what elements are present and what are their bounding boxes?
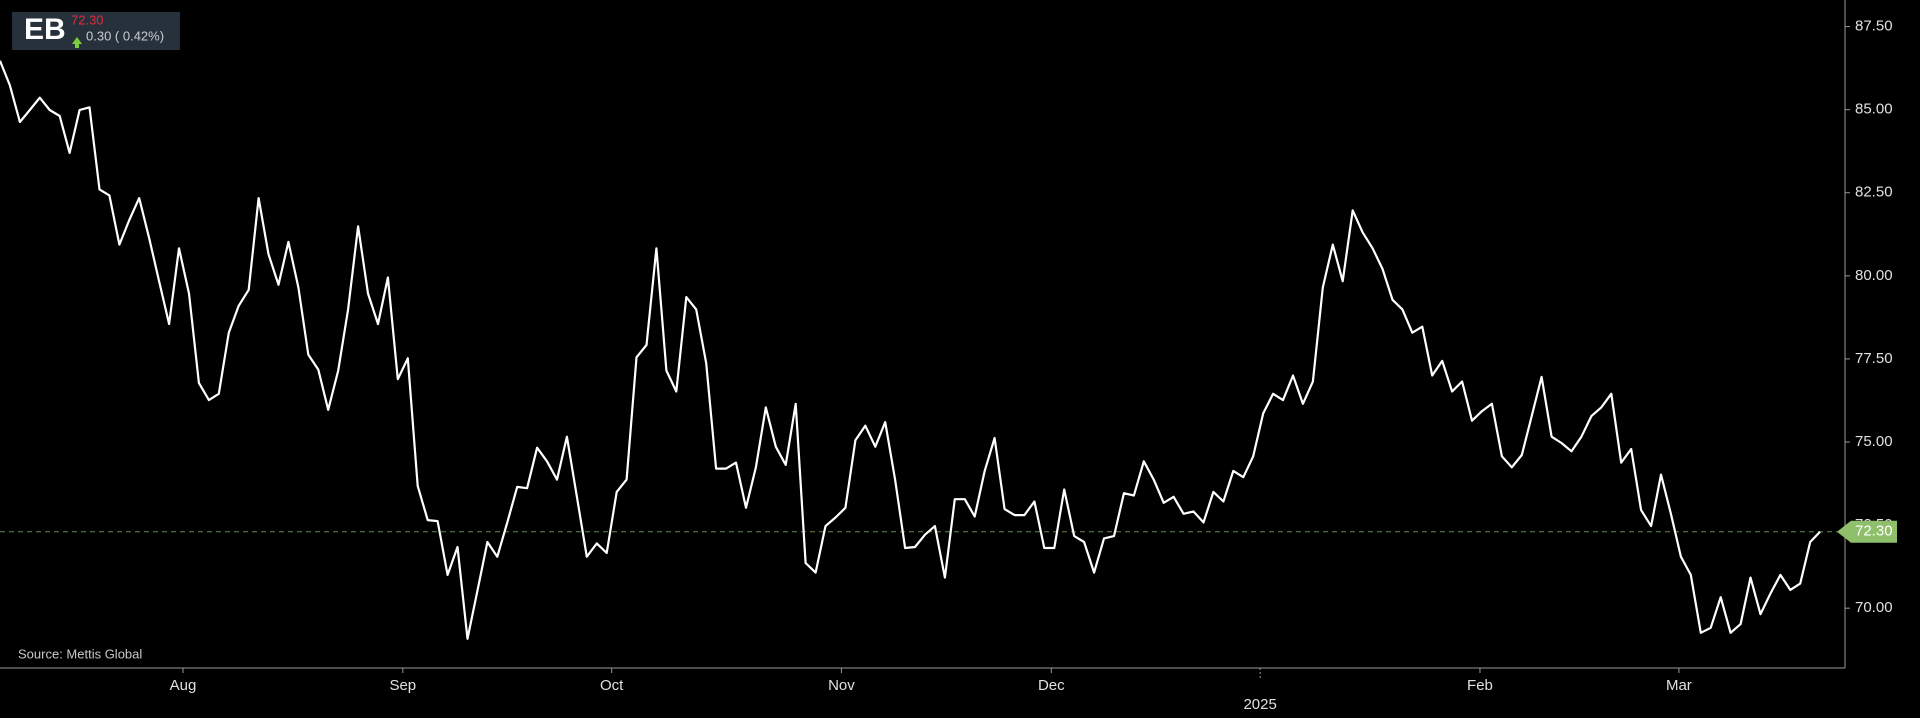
x-tick-label: Oct [600,677,624,694]
ticker: EB [24,13,66,46]
x-tick-label: 2025 [1243,696,1276,713]
x-tick-label: Aug [170,677,197,694]
y-tick-label: 70.00 [1855,599,1893,616]
y-tick-label: 82.50 [1855,184,1893,201]
x-tick-label: Mar [1666,677,1692,694]
up-arrow [72,37,82,48]
price-tag [1837,520,1897,543]
x-tick-label: Feb [1467,677,1493,694]
y-tick-label: 87.50 [1855,18,1893,35]
change: 0.30 ( 0.42%) [86,28,164,43]
quote-header: EB 72.30 0.30 ( 0.42%) [12,12,180,50]
price: 72.30 [71,12,104,27]
price-series-line [0,60,1821,640]
x-tick-label: Nov [828,677,855,694]
price-tag-label: 72.30 [1855,523,1893,540]
y-tick-label: 80.00 [1855,267,1893,284]
source-note: Source: Mettis Global [18,646,142,661]
y-tick-label: 85.00 [1855,101,1893,118]
x-tick-label: Dec [1038,677,1065,694]
x-tick-label: Sep [389,677,416,694]
header-box [12,12,180,50]
y-tick-label: 77.50 [1855,350,1893,367]
y-tick-label: 75.00 [1855,433,1893,450]
